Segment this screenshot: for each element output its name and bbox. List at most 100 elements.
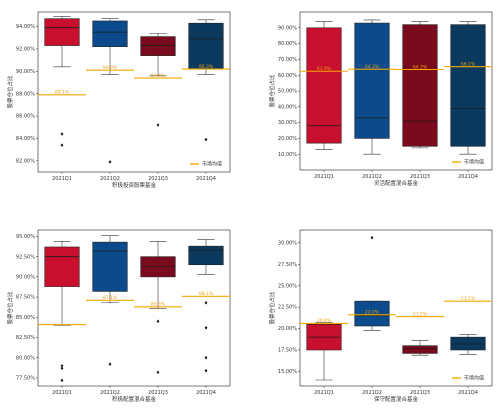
x-tick-label: 2021Q3	[410, 390, 430, 396]
flier-point	[204, 355, 208, 360]
legend-label: 市场均值	[202, 161, 222, 168]
y-tick-label: 86.00%	[16, 114, 35, 120]
y-tick-label: 30.00%	[278, 240, 297, 246]
flier-point	[60, 132, 64, 136]
y-tick-label: 27.50%	[278, 262, 297, 268]
flier-point	[60, 143, 64, 147]
mean-label: 86.3%	[151, 302, 166, 308]
box-2021Q4	[450, 24, 486, 147]
x-tick-label: 2021Q2	[100, 390, 120, 396]
mean-label: 87.1%	[103, 295, 118, 301]
y-tick-label: 10.00%	[278, 152, 297, 158]
y-tick-label: 92.00%	[16, 47, 35, 53]
box-2021Q4	[188, 22, 224, 70]
y-tick-label: 90.00%	[16, 274, 35, 280]
mean-label: 21.5%	[413, 311, 428, 317]
y-tick-label: 25.00%	[278, 283, 297, 289]
mean-label: 90.0%	[103, 65, 118, 71]
y-axis-label: 股票仓位占比	[6, 75, 14, 109]
y-tick-label: 90.00%	[278, 25, 297, 31]
flier-point	[60, 366, 64, 371]
y-tick-label: 17.50%	[278, 348, 297, 354]
flier-point	[204, 137, 208, 142]
flier-point	[60, 363, 64, 368]
mean-label: 89.4%	[151, 73, 166, 79]
flier-point	[204, 300, 208, 305]
flier-point	[156, 123, 160, 127]
chart-panel-4: 15.00% 17.50% 20.00% 22.50% 25.00% 27.50% 30.0…	[268, 229, 493, 403]
y-tick-label: 82.50%	[16, 335, 35, 341]
legend-label: 市场均值	[464, 159, 484, 166]
box-2021Q3	[402, 24, 438, 147]
y-tick-label: 20.00%	[278, 326, 297, 332]
plot-frame	[37, 229, 231, 387]
mean-label: 20.9%	[317, 318, 332, 324]
y-tick-label: 84.00%	[16, 136, 35, 142]
box-2021Q2	[354, 300, 390, 327]
flier-point	[204, 368, 208, 373]
x-tick-label: 2021Q3	[148, 390, 168, 396]
y-tick-label: 82.00%	[16, 158, 35, 164]
plot-frame	[299, 229, 493, 387]
flier-point	[370, 235, 374, 240]
x-tick-label: 2021Q1	[52, 176, 72, 182]
y-tick-label: 15.00%	[278, 369, 297, 375]
chart-panel-1: 82.00% 84.00% 86.00% 88.00% 90.00% 92.00% 94.0…	[6, 11, 231, 189]
y-tick-label: 40.00%	[278, 104, 297, 110]
chart-panel-2: 10.00% 20.00% 30.00% 40.00% 50.00% 60.00% 70.0…	[268, 11, 493, 187]
y-tick-label: 20.00%	[278, 136, 297, 142]
plot-frame	[37, 11, 231, 173]
box-2021Q1	[44, 18, 80, 46]
y-tick-label: 60.00%	[278, 73, 297, 79]
y-tick-label: 94.00%	[16, 24, 35, 30]
x-tick-label: 2021Q2	[100, 176, 120, 182]
x-axis-label: 保守配置混合基金	[374, 395, 419, 403]
x-tick-label: 2021Q3	[148, 176, 168, 182]
y-tick-label: 70.00%	[278, 57, 297, 63]
mean-label: 90.3%	[199, 64, 214, 70]
x-tick-label: 2021Q2	[362, 390, 382, 396]
y-tick-label: 90.00%	[16, 69, 35, 75]
x-tick-label: 2021Q3	[410, 174, 430, 180]
y-tick-label: 85.00%	[16, 315, 35, 321]
y-tick-label: 22.50%	[278, 305, 297, 311]
y-tick-label: 87.50%	[16, 295, 35, 301]
flier-point	[108, 160, 112, 164]
mean-label: 66.1%	[461, 61, 476, 67]
x-tick-label: 2021Q1	[314, 174, 334, 180]
box-2021Q3	[140, 36, 176, 56]
flier-point	[204, 326, 208, 330]
x-axis-label: 积极投资股票基金	[112, 181, 157, 189]
flier-point	[156, 319, 160, 324]
mean-label: 23.1%	[461, 296, 476, 302]
box-2021Q4	[188, 245, 224, 266]
y-tick-label: 95.00%	[16, 234, 35, 240]
box-2021Q3	[402, 345, 438, 354]
y-tick-label: 50.00%	[278, 89, 297, 95]
mean-label: 22.0%	[365, 310, 380, 316]
y-tick-label: 30.00%	[278, 120, 297, 126]
x-axis-label: 灵活配置混合基金	[374, 179, 419, 187]
box-2021Q2	[354, 22, 390, 139]
flier-point	[108, 362, 112, 366]
x-axis-label: 积极配置混合基金	[112, 395, 157, 403]
box-2021Q2	[92, 241, 128, 292]
box-2021Q4	[450, 336, 486, 351]
y-tick-label: 88.00%	[16, 91, 35, 97]
x-tick-label: 2021Q1	[52, 390, 72, 396]
box-2021Q1	[306, 27, 342, 144]
box-2021Q2	[92, 20, 128, 47]
mean-label: 88.1%	[199, 291, 214, 297]
y-tick-label: 80.00%	[278, 41, 297, 47]
x-tick-label: 2021Q4	[196, 176, 216, 182]
x-tick-label: 2021Q4	[458, 390, 478, 396]
flier-point	[156, 370, 160, 375]
y-axis-label: 股票仓位占比	[268, 291, 276, 325]
y-tick-label: 77.50%	[16, 376, 35, 382]
mean-label: 64.3%	[365, 64, 380, 70]
box-2021Q1	[44, 246, 80, 287]
y-tick-label: 92.50%	[16, 254, 35, 260]
x-tick-label: 2021Q2	[362, 174, 382, 180]
